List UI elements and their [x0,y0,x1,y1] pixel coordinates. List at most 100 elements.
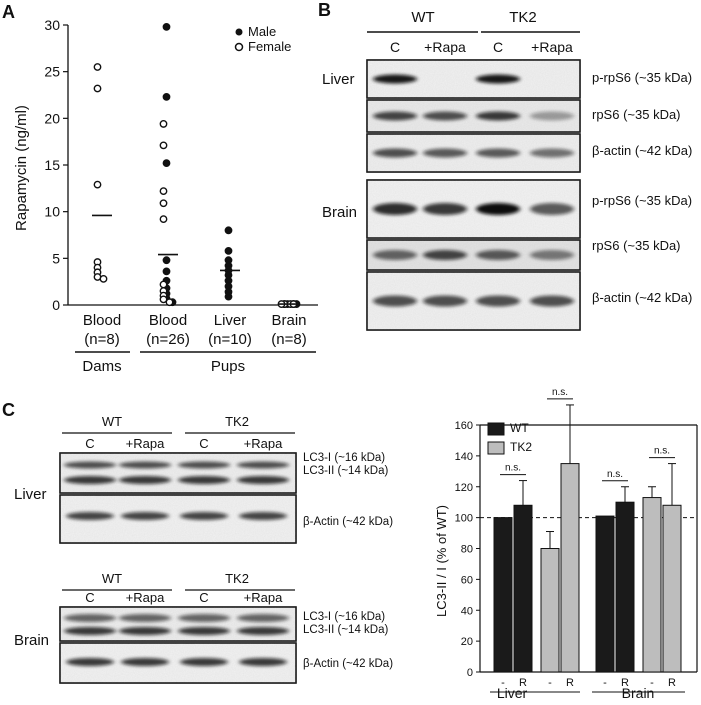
legend-female-marker [234,42,244,52]
bar-y-tick-label: 120 [455,482,473,494]
significance-label: n.s. [654,446,670,457]
blot-c-liver-lc3i-band [64,461,116,469]
female-data-point [159,280,168,289]
female-data-point [93,63,102,71]
blot-c-liver-actin-band [66,512,114,520]
rapamycin-scatter-chart: Rapamycin (ng/ml) Male Female Blood (n=8… [13,17,318,375]
blot-b-band-brain-rps6 [530,250,574,260]
blot-c-brain-actin-band [239,658,287,666]
male-data-point [162,159,171,168]
blot-c-brain-lc3i-band [237,614,289,622]
blot-b-band-liver-b-actin [423,148,467,158]
bar-legend-tk2-label: TK2 [510,440,532,454]
blot-c-liver-lc3i-band [237,461,289,469]
bar-y-tick-label: 20 [461,636,473,648]
bar-wt [513,504,533,673]
bar-wt [493,517,513,673]
panel-b-letter: B [318,0,331,20]
bar-legend-wt-label: WT [510,421,529,435]
blot-c-brain-lc3i-label: LC3-I (~16 kDa) [303,611,385,623]
blot-c-liver-lc3i-band [119,461,171,469]
scatter-y-tick-label: 30 [44,17,60,33]
blot-c-brain-lane-1: C [85,590,94,605]
blot-c-brain-lane-2: +Rapa [126,590,165,605]
blot-b-tissue-liver: Liver [322,71,355,88]
bar-y-tick-label: 140 [455,451,473,463]
bar-x-label: R [668,677,676,689]
blot-c-tissue-brain: Brain [14,632,49,649]
blot-b-band-brain-b-actin [423,295,467,307]
male-data-point [224,292,233,301]
female-data-point [159,215,168,224]
bar-y-tick-label: 60 [461,574,473,586]
scatter-y-tick-label: 20 [44,110,60,126]
blot-c-liver-lc3ii-band [178,476,230,484]
blot-c-brain-lc3ii-band [178,627,230,635]
cat-n-1: (n=26) [146,331,190,348]
group-label-pups: Pups [211,358,245,375]
bar-x-label: - [650,677,654,689]
blot-c-brain-group-wt: WT [102,571,122,586]
blot-c-brain-lc3i-band [178,614,230,622]
blot-b-tissue-brain: Brain [322,204,357,221]
blot-b-lane-2: +Rapa [424,39,466,55]
blot-b-band-label-6: β-actin (~42 kDa) [592,290,692,305]
bar-y-tick-label: 100 [455,513,473,525]
cat-n-3: (n=8) [271,331,306,348]
cat-n-2: (n=10) [208,331,252,348]
significance-label: n.s. [505,463,521,474]
legend-male-marker [235,28,243,36]
blot-c-liver-lane-2: +Rapa [126,436,165,451]
female-data-point [159,295,168,304]
female-data-point [159,199,168,208]
blot-c-liver-lc3ii-band [237,476,289,484]
bar-y-tick-label: 160 [455,420,473,432]
blot-b-band-liver-rps6 [373,111,417,121]
blot-b-band-brain-p-rps6 [373,203,417,215]
scatter-y-tick-label: 5 [52,250,60,266]
scatter-y-axis-label: Rapamycin (ng/ml) [13,105,30,231]
male-data-point [162,92,171,101]
significance-label: n.s. [607,469,623,480]
bar-x-label: R [519,677,527,689]
blot-b-band-label-4: p-rpS6 (~35 kDa) [592,193,692,208]
blot-c-liver-group-wt: WT [102,414,122,429]
blot-b-band-liver-rps6 [530,111,574,121]
lc3-bar-chart: LC3-II / I (% of WT) WT TK2 Liver Brain … [434,387,698,701]
blot-b-band-label-5: rpS6 (~35 kDa) [592,238,681,253]
female-data-point [99,274,108,283]
blot-c-tissue-liver: Liver [14,486,47,503]
bar-x-label: R [566,677,574,689]
bar-legend-wt-swatch [487,422,505,436]
blot-c-liver-lane-1: C [85,436,94,451]
blot-b-band-liver-p-rps6 [476,74,520,84]
blot-b-band-liver-rps6 [476,111,520,121]
female-data-point [159,187,168,196]
blot-c-brain-lc3ii-band [64,627,116,635]
blot-b-lane-4: +Rapa [531,39,573,55]
bar-tk2 [560,463,580,673]
male-data-point [162,22,171,31]
blot-c-liver-lane-3: C [199,436,208,451]
blot-b-band-liver-p-rps6 [373,74,417,84]
blot-b-band-brain-b-actin [476,295,520,307]
western-blot-c: WT TK2 C +Rapa C +Rapa Liver LC3-I (~16 … [14,414,393,684]
cat-label-0: Blood [83,312,121,329]
bar-wt [595,515,615,673]
blot-b-band-liver-rps6 [423,111,467,121]
blot-b-band-brain-b-actin [373,295,417,307]
blot-b-lane-3: C [493,39,503,55]
blot-b-band-liver-b-actin [530,148,574,158]
blot-c-liver-lc3-strip-texture [60,453,296,493]
panel-c-letter: C [2,400,15,420]
bar-tk2 [662,504,682,673]
blot-c-brain-lc3ii-band [237,627,289,635]
blot-c-liver-lc3ii-label: LC3-II (~14 kDa) [303,465,388,477]
blot-c-liver-lc3i-label: LC3-I (~16 kDa) [303,452,385,464]
bar-y-tick-label: 0 [467,667,473,679]
female-data-point [93,180,102,189]
male-data-point [224,246,233,255]
western-blot-b: WT TK2 C +Rapa C +Rapa Liver Brain p-rpS… [322,9,692,331]
male-data-point [162,256,171,265]
blot-b-band-brain-p-rps6 [423,203,467,215]
